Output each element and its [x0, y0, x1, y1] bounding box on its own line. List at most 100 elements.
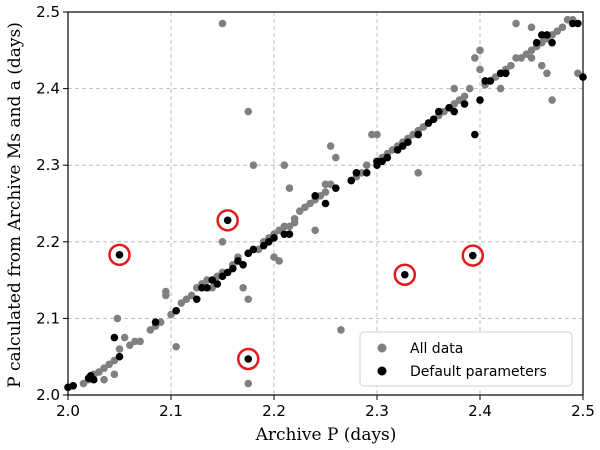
data-point-default	[244, 355, 253, 363]
data-point-all	[414, 169, 423, 177]
data-point-default	[450, 107, 459, 116]
highlight-circle	[461, 244, 485, 267]
data-point-default	[285, 230, 294, 238]
data-point-all	[110, 370, 119, 379]
legend-box	[359, 331, 573, 387]
data-point-all	[218, 238, 227, 246]
data-point-default	[229, 264, 237, 273]
data-point-all	[218, 19, 227, 28]
data-point-all	[465, 84, 474, 93]
data-point-all	[162, 287, 170, 296]
x-axis-ticks: 2.0 2.1 2.2 2.3 2.4 2.5	[56, 395, 595, 420]
data-point-all	[244, 295, 253, 304]
data-point-default	[401, 270, 409, 279]
x-tick-label: 2.0	[56, 402, 80, 420]
data-point-all	[512, 19, 520, 28]
highlight-circle	[237, 347, 260, 371]
data-point-all	[100, 375, 108, 384]
y-tick-label: 2.5	[36, 3, 60, 21]
y-tick-label: 2.3	[36, 156, 60, 174]
data-point-default	[249, 245, 258, 254]
data-point-all	[337, 326, 345, 334]
data-point-default	[362, 169, 371, 177]
data-point-default	[332, 184, 340, 192]
data-point-default	[468, 251, 477, 260]
data-point-default	[110, 333, 119, 342]
data-point-default	[311, 192, 320, 200]
x-tick-label: 2.1	[159, 402, 183, 420]
data-point-all	[311, 226, 320, 235]
plot-frame	[67, 11, 584, 396]
data-point-default	[223, 216, 232, 225]
x-axis-label: Archive P (days)	[255, 425, 397, 445]
data-point-default	[115, 352, 124, 361]
x-tick-label: 2.2	[262, 402, 286, 420]
x-tick-label: 2.3	[365, 402, 389, 420]
data-point-all	[120, 333, 129, 342]
data-point-default	[574, 19, 582, 28]
data-point-all	[558, 23, 567, 32]
highlight-circle	[108, 243, 131, 267]
data-point-all	[249, 161, 258, 169]
data-point-all	[476, 65, 484, 74]
y-tick-label: 2.2	[36, 233, 60, 251]
data-point-all	[172, 342, 180, 351]
data-point-default	[435, 107, 443, 116]
data-point-all	[115, 345, 124, 353]
data-point-default	[471, 130, 479, 139]
data-point-all	[332, 153, 340, 162]
data-point-all	[136, 337, 144, 346]
legend-label-all-data: All data	[410, 341, 463, 357]
data-point-default	[383, 153, 392, 162]
data-point-default	[172, 306, 180, 315]
data-point-all	[244, 107, 253, 116]
data-point-default	[532, 38, 541, 47]
data-point-all	[244, 379, 253, 388]
data-point-all	[373, 130, 381, 139]
data-point-default	[501, 69, 510, 78]
data-point-default	[460, 100, 469, 108]
legend-label-default-parameters: Default parameters	[410, 364, 547, 380]
x-tick-label: 2.5	[571, 402, 595, 420]
data-point-default	[151, 318, 160, 327]
data-point-default	[404, 138, 412, 147]
y-axis-label: P calculated from Archive Ms and a (days…	[5, 22, 25, 388]
data-point-default	[89, 375, 98, 384]
data-point-default	[543, 31, 551, 39]
data-point-default	[69, 382, 77, 390]
data-point-all	[471, 54, 479, 62]
data-point-all	[507, 61, 515, 70]
data-point-default	[321, 199, 330, 208]
data-point-all	[290, 218, 299, 227]
data-point-all	[460, 92, 469, 101]
data-point-default	[203, 283, 211, 292]
data-point-default	[213, 280, 222, 288]
legend: All data Default parameters	[359, 331, 573, 387]
data-point-all	[543, 69, 551, 78]
data-point-default	[352, 169, 361, 177]
data-point-all	[538, 61, 546, 70]
y-tick-label: 2.4	[36, 80, 60, 98]
data-point-default	[115, 251, 124, 259]
data-point-default	[414, 130, 423, 139]
series-default-parameters	[64, 19, 587, 392]
data-point-all	[450, 84, 459, 93]
x-tick-label: 2.4	[468, 402, 492, 420]
data-point-default	[548, 38, 556, 47]
data-point-default	[373, 157, 381, 166]
data-point-default	[476, 96, 484, 104]
highlight-circles	[108, 209, 485, 371]
data-point-all	[275, 257, 283, 265]
data-point-all	[113, 314, 122, 323]
data-point-all	[548, 96, 556, 104]
y-tick-label: 2.0	[36, 386, 60, 404]
data-point-default	[429, 115, 438, 124]
y-tick-label: 2.1	[36, 309, 60, 327]
data-point-all	[326, 142, 335, 150]
highlight-circle	[393, 263, 417, 286]
data-point-all	[362, 161, 371, 169]
data-point-all	[285, 184, 294, 192]
data-point-default	[270, 234, 278, 242]
legend-marker-default-parameters	[377, 366, 387, 376]
